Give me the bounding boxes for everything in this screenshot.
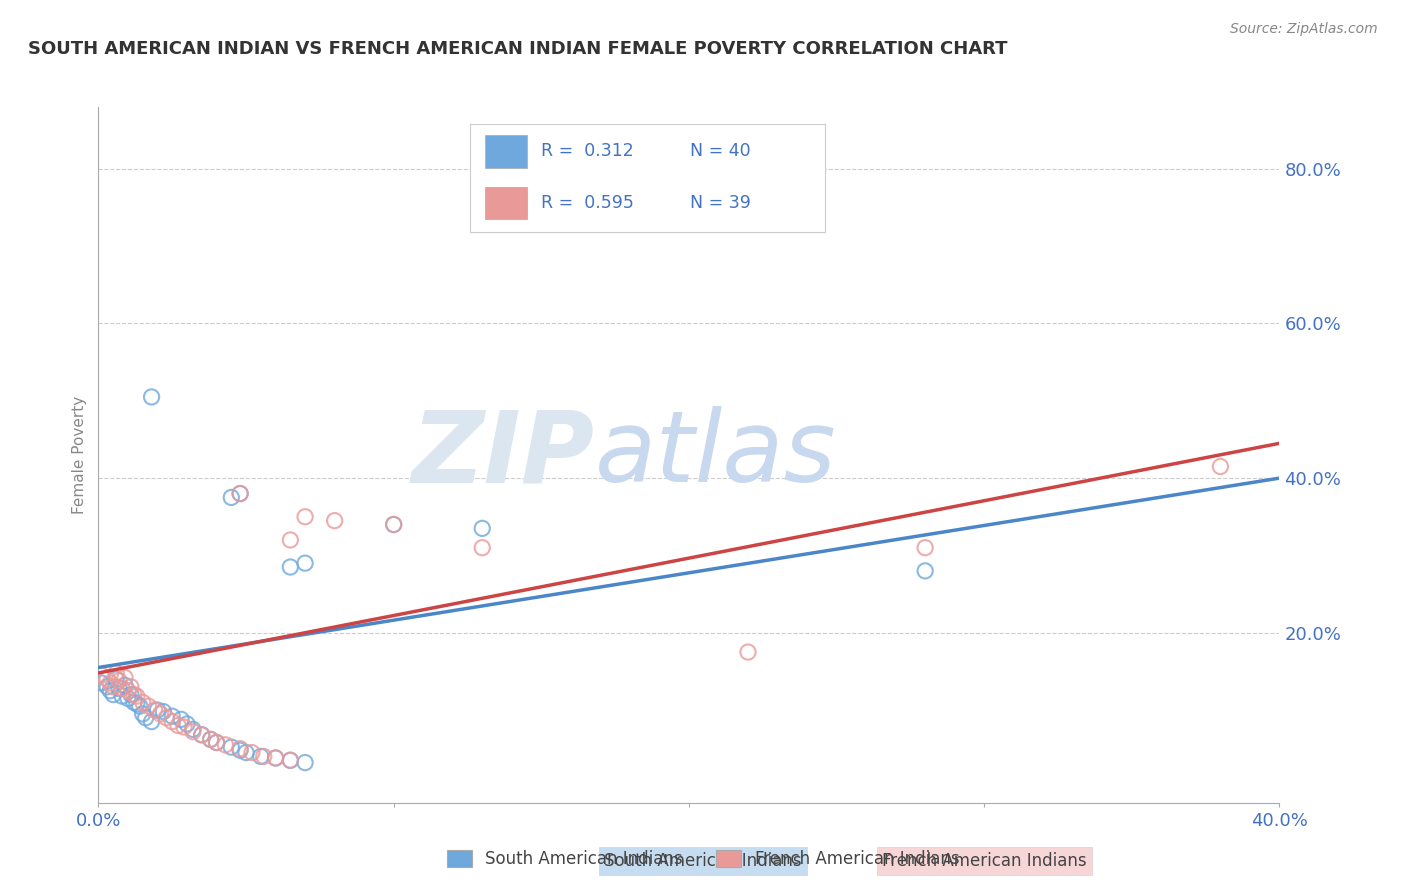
Point [294,509,316,524]
Point [117,683,139,698]
Point [323,514,346,528]
Point [111,681,134,696]
Point [191,728,214,742]
Text: South American Indians: South American Indians [605,852,801,870]
Point [103,680,125,694]
Point [205,735,228,749]
Point [122,688,145,702]
Point [117,691,139,706]
Point [132,695,155,709]
Point [176,717,198,731]
Point [229,486,252,500]
Text: Source: ZipAtlas.com: Source: ZipAtlas.com [1230,22,1378,37]
Point [96,672,118,686]
Point [264,751,287,765]
Point [914,541,936,555]
Point [125,697,148,711]
Point [152,705,174,719]
Y-axis label: Female Poverty: Female Poverty [72,396,87,514]
Point [229,743,252,757]
Point [149,706,172,721]
Point [181,723,204,737]
Point [1209,459,1232,474]
Point [914,564,936,578]
Point [114,671,136,685]
Point [280,533,302,547]
Point [141,390,163,404]
Point [120,688,142,702]
Point [173,720,195,734]
Point [146,703,169,717]
Point [98,676,121,690]
Point [280,753,302,767]
Text: ZIP: ZIP [412,407,595,503]
Point [141,714,163,729]
Point [221,740,243,755]
Point [114,678,136,692]
Point [155,711,177,725]
Point [264,751,287,765]
Point [181,724,204,739]
Point [90,668,112,682]
Point [162,714,183,729]
Point [200,732,222,747]
Point [162,709,183,723]
Point [122,695,145,709]
Text: atlas: atlas [595,407,837,503]
Point [229,486,252,500]
Point [167,718,190,732]
Legend: South American Indians, French American Indians: South American Indians, French American … [440,843,966,875]
Text: SOUTH AMERICAN INDIAN VS FRENCH AMERICAN INDIAN FEMALE POVERTY CORRELATION CHART: SOUTH AMERICAN INDIAN VS FRENCH AMERICAN… [28,40,1008,58]
Point [214,738,236,752]
Point [294,756,316,770]
Point [108,673,131,688]
Point [138,699,160,714]
Point [96,680,118,694]
Point [105,672,128,686]
Point [120,680,142,694]
Point [382,517,405,532]
Point [200,732,222,747]
Point [170,712,193,726]
Point [90,676,112,690]
Point [382,517,405,532]
Point [250,749,273,764]
Point [205,735,228,749]
Point [294,556,316,570]
Point [132,706,155,721]
Point [240,746,263,760]
Point [143,703,166,717]
Point [125,689,148,703]
Point [103,688,125,702]
Point [128,699,150,714]
Point [737,645,759,659]
Point [98,683,121,698]
Point [280,560,302,574]
Point [105,665,128,680]
Point [108,681,131,696]
Point [221,491,243,505]
Point [235,746,257,760]
Point [229,741,252,756]
Point [253,749,276,764]
Point [280,753,302,767]
Point [471,521,494,535]
Point [471,541,494,555]
Text: French American Indians: French American Indians [882,852,1087,870]
Point [191,728,214,742]
Point [111,689,134,703]
Point [135,711,157,725]
